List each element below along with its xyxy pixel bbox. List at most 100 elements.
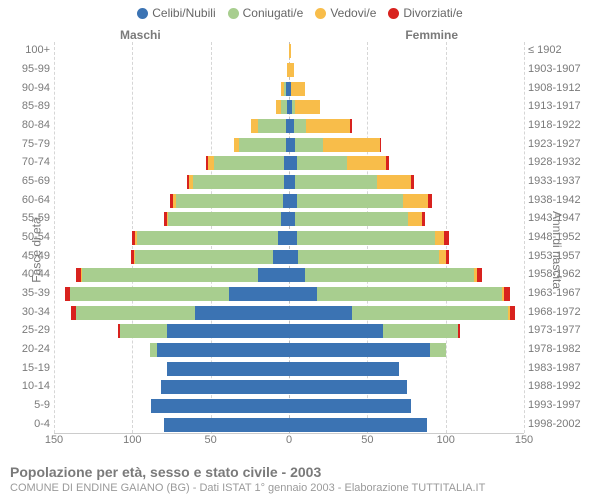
x-tick-label: 0 <box>286 434 292 446</box>
bar-segment-male <box>135 231 137 245</box>
age-row: 20-241978-1982 <box>54 341 524 360</box>
x-tick-label: 100 <box>436 434 454 446</box>
bar-segment-female <box>305 268 474 282</box>
legend-label: Coniugati/e <box>243 6 304 20</box>
bar-segment-female <box>289 324 383 338</box>
bar-segment-male <box>208 156 214 170</box>
bar-segment-male <box>258 119 286 133</box>
legend: Celibi/Nubili Coniugati/e Vedovi/e Divorzia… <box>0 6 600 20</box>
bar-segment-male <box>137 231 278 245</box>
legend-swatch <box>315 8 326 19</box>
x-tick-label: 50 <box>205 434 217 446</box>
plot-area: 100+≤ 190295-991903-190790-941908-191285… <box>54 42 524 434</box>
age-row: 85-891913-1917 <box>54 98 524 117</box>
bar-segment-male <box>206 156 208 170</box>
age-label: 100+ <box>8 44 50 56</box>
bar-segment-male <box>281 100 287 114</box>
birth-year-label: 1958-1962 <box>528 268 594 280</box>
bar-segment-male <box>278 231 289 245</box>
age-label: 95-99 <box>8 63 50 75</box>
age-label: 40-44 <box>8 268 50 280</box>
legend-label: Divorziati/e <box>403 6 462 20</box>
legend-label: Celibi/Nubili <box>152 6 215 20</box>
bar-segment-female <box>289 418 427 432</box>
age-row: 70-741928-1932 <box>54 154 524 173</box>
age-row: 65-691933-1937 <box>54 173 524 192</box>
bar-segment-female <box>504 287 510 301</box>
bar-segment-female <box>444 231 449 245</box>
bar-segment-female <box>291 82 305 96</box>
population-pyramid-chart: Celibi/Nubili Coniugati/e Vedovi/e Divorzia… <box>0 0 600 500</box>
bar-segment-female <box>386 156 389 170</box>
bar-segment-female <box>347 156 386 170</box>
bar-segment-male <box>258 268 289 282</box>
bar-segment-female <box>289 343 430 357</box>
x-tick-label: 150 <box>515 434 533 446</box>
bar-segment-male <box>132 231 135 245</box>
bar-segment-female <box>297 156 347 170</box>
age-row: 75-791923-1927 <box>54 135 524 154</box>
birth-year-label: ≤ 1902 <box>528 44 594 56</box>
bar-segment-male <box>168 212 281 226</box>
bar-segment-female <box>289 44 291 58</box>
bar-segment-male <box>120 324 167 338</box>
bar-segment-female <box>383 324 458 338</box>
legend-swatch <box>228 8 239 19</box>
age-label: 60-64 <box>8 194 50 206</box>
bar-segment-female <box>435 231 444 245</box>
age-row: 100+≤ 1902 <box>54 42 524 61</box>
birth-year-label: 1918-1922 <box>528 119 594 131</box>
bar-segment-female <box>430 343 446 357</box>
legend-item: Divorziati/e <box>388 6 462 20</box>
bar-segment-male <box>281 212 289 226</box>
age-label: 50-54 <box>8 231 50 243</box>
legend-label: Vedovi/e <box>330 6 376 20</box>
bar-segment-female <box>422 212 425 226</box>
birth-year-label: 1928-1932 <box>528 156 594 168</box>
bar-segment-female <box>298 250 439 264</box>
age-label: 10-14 <box>8 380 50 392</box>
bar-segment-female <box>352 306 509 320</box>
bar-segment-female <box>306 119 350 133</box>
age-row: 55-591943-1947 <box>54 210 524 229</box>
bar-segment-male <box>195 306 289 320</box>
bar-segment-female <box>295 100 320 114</box>
bar-segment-male <box>284 82 286 96</box>
bar-segment-male <box>229 287 289 301</box>
bar-segment-male <box>273 250 289 264</box>
bar-segment-male <box>134 250 136 264</box>
bar-segment-female <box>377 175 411 189</box>
bar-segment-female <box>458 324 460 338</box>
bar-segment-male <box>81 268 83 282</box>
birth-year-label: 1963-1967 <box>528 287 594 299</box>
bar-segment-male <box>281 82 284 96</box>
age-row: 10-141988-1992 <box>54 378 524 397</box>
bar-segment-male <box>71 306 76 320</box>
bar-segment-male <box>167 212 169 226</box>
birth-year-label: 1978-1982 <box>528 343 594 355</box>
bar-segment-male <box>214 156 285 170</box>
bar-segment-female <box>477 268 482 282</box>
birth-year-label: 1983-1987 <box>528 362 594 374</box>
birth-year-label: 1998-2002 <box>528 418 594 430</box>
female-header: Femmine <box>405 28 458 42</box>
age-row: 35-391963-1967 <box>54 285 524 304</box>
age-row: 45-491953-1957 <box>54 247 524 266</box>
bar-segment-female <box>295 138 323 152</box>
bar-segment-male <box>76 306 195 320</box>
bar-segment-female <box>403 194 428 208</box>
birth-year-label: 1908-1912 <box>528 82 594 94</box>
age-row: 95-991903-1907 <box>54 61 524 80</box>
legend-item: Coniugati/e <box>228 6 304 20</box>
age-label: 45-49 <box>8 250 50 262</box>
birth-year-label: 1973-1977 <box>528 324 594 336</box>
bar-segment-female <box>380 138 382 152</box>
birth-year-label: 1988-1992 <box>528 380 594 392</box>
age-label: 55-59 <box>8 212 50 224</box>
chart-title: Popolazione per età, sesso e stato civil… <box>10 464 590 480</box>
bar-segment-male <box>161 380 289 394</box>
chart-subtitle: COMUNE DI ENDINE GAIANO (BG) - Dati ISTA… <box>10 482 590 494</box>
bar-segment-male <box>76 268 81 282</box>
bar-segment-female <box>289 194 297 208</box>
gridline <box>524 42 525 433</box>
